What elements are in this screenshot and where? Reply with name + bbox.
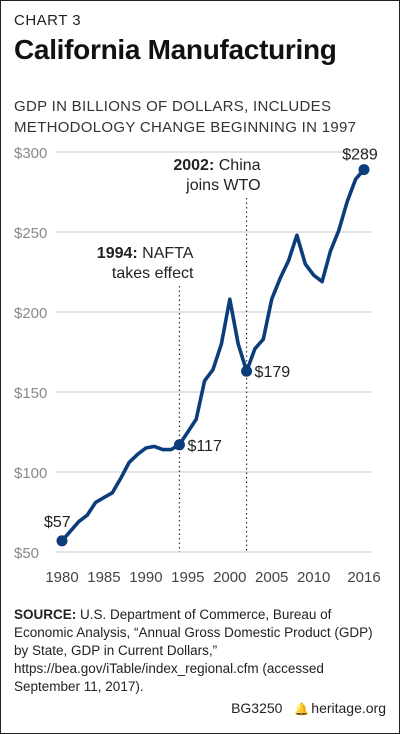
x-tick-label: 1985 (87, 569, 120, 586)
annotation-text: takes effect (112, 265, 194, 282)
x-tick-label: 1980 (45, 569, 78, 586)
data-label: $179 (255, 364, 291, 381)
x-tick-label: 2010 (297, 569, 330, 586)
annotation-text: 1994: NAFTA (97, 245, 194, 262)
chart-subtitle: GDP IN BILLIONS OF DOLLARS, INCLUDES MET… (14, 98, 357, 136)
data-point (358, 164, 370, 176)
x-tick-label: 2016 (347, 569, 380, 586)
bell-logo-icon: 🔔 (294, 702, 310, 716)
chart-number: CHART 3 (14, 12, 82, 29)
data-point (173, 439, 185, 451)
y-tick-label: $200 (14, 305, 47, 322)
chart-title: California Manufacturing (14, 34, 337, 65)
y-tick-label: $50 (14, 545, 39, 562)
site-name: heritage.org (311, 700, 386, 716)
y-tick-label: $300 (14, 145, 47, 162)
data-label: $117 (187, 438, 222, 455)
gdp-line (60, 167, 366, 543)
data-point (241, 365, 253, 377)
x-tick-label: 2005 (255, 569, 288, 586)
data-label: $289 (342, 147, 378, 164)
x-tick-label: 2000 (213, 569, 246, 586)
source-label: SOURCE: (14, 607, 77, 622)
y-tick-label: $150 (14, 385, 47, 402)
source-text: U.S. Department of Commerce, Bureau of E… (14, 607, 373, 694)
y-tick-label: $100 (14, 465, 47, 482)
data-point (56, 535, 68, 547)
x-tick-label: 1995 (171, 569, 204, 586)
footer: BG3250 🔔 heritage.org (231, 700, 386, 716)
annotation-text: 2002: China (173, 157, 260, 174)
x-tick-label: 1990 (129, 569, 162, 586)
y-tick-label: $250 (14, 225, 47, 242)
data-label: $57 (44, 514, 71, 531)
annotation-text: joins WTO (185, 177, 260, 194)
source-note: SOURCE: U.S. Department of Commerce, Bur… (14, 606, 386, 696)
report-code: BG3250 (231, 700, 283, 716)
line-chart: $50 $100 $150 $200 $250 $300 1980 1985 1990 1995 2… (14, 145, 381, 586)
